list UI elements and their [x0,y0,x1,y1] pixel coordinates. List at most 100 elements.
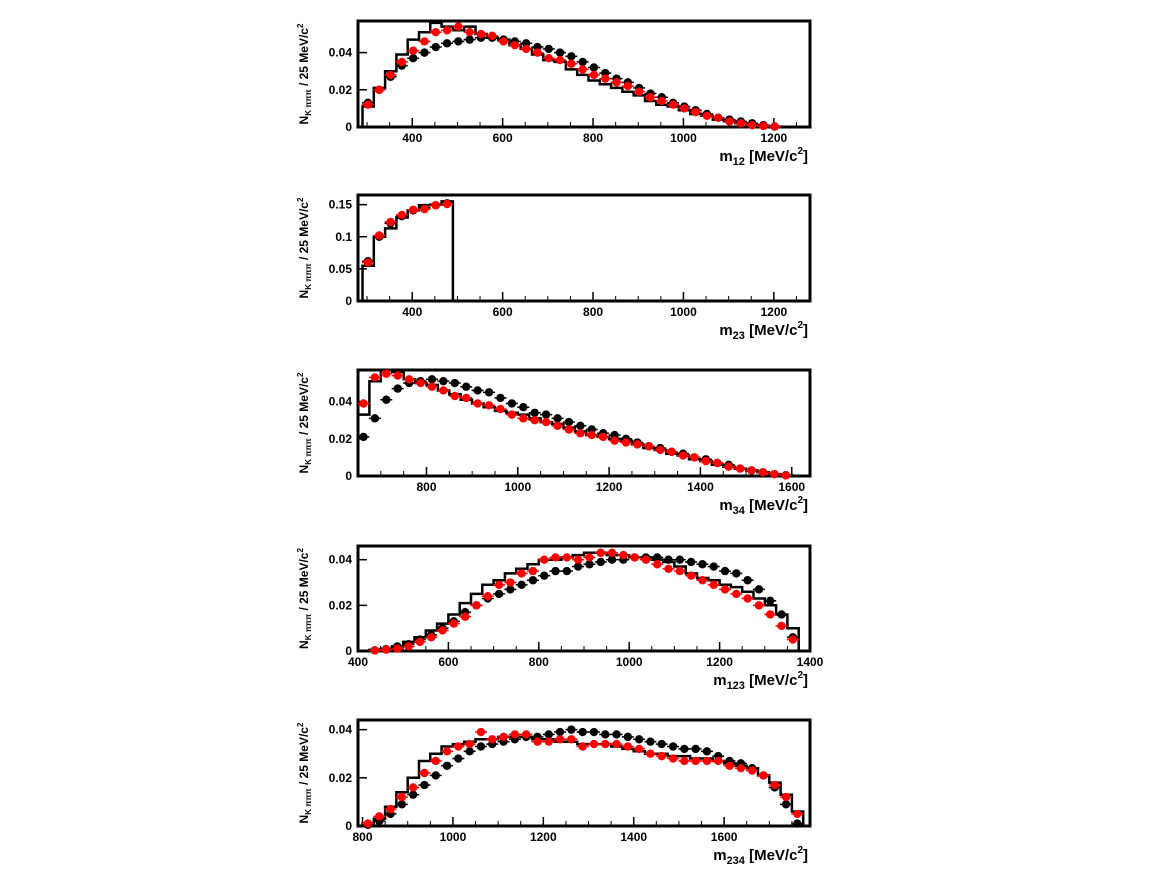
series-red-points [357,369,792,480]
data-point [473,399,482,408]
data-point [540,571,549,580]
data-point [484,401,494,410]
data-point [562,553,572,562]
data-point [585,560,594,569]
data-point [420,204,429,214]
y-tick-label: 0 [345,469,352,483]
y-axis-title-main: N [297,116,311,125]
data-point [664,564,673,574]
x-tick-label: 400 [402,305,422,319]
data-point [541,417,551,427]
data-point [519,402,528,412]
panel-4: 400 600 800 1000 1200 1400 0 0.02 0.04 m123 [MeV/… [296,544,824,692]
data-point [596,557,605,567]
data-point [450,391,459,401]
data-point [404,375,414,384]
data-point [607,548,617,558]
x-axis-title-unit: [MeV/c [745,497,798,514]
data-point [644,442,654,451]
x-axis-title-sub: 12 [733,156,745,168]
data-point [420,780,429,790]
y-axis-title-sub: K πππ [304,614,313,640]
data-point [555,48,565,57]
data-point [634,87,644,96]
data-point [438,626,447,635]
data-point [370,373,380,382]
y-tick-label: 0.02 [329,598,353,612]
data-point [555,55,565,65]
y-tick-label: 0.04 [329,46,353,60]
data-point [680,104,689,113]
data-point [494,589,504,599]
data-point [551,566,560,576]
data-point [386,804,395,814]
data-point [540,555,549,564]
data-point [420,768,429,778]
data-point [363,100,373,109]
data-point [499,732,508,742]
data-point [656,445,665,455]
data-point [754,601,764,610]
data-point [375,231,384,240]
data-point [612,78,621,87]
data-point [506,585,515,594]
data-point [450,378,459,388]
data-point [709,580,718,590]
x-axis-title-unit: [MeV/c [745,847,798,864]
data-point [506,578,515,587]
data-point [781,471,791,480]
data-point [766,610,775,619]
data-point [393,371,402,380]
data-point [724,462,733,471]
y-axis-title-main: N [297,465,311,474]
x-tick-label: 1000 [440,830,467,844]
y-tick-label: 0.04 [329,723,353,737]
data-point [630,553,639,562]
data-point [621,438,631,447]
y-axis-title-sub: K πππ [304,438,313,464]
x-axis-title-main: m [713,672,726,689]
data-point [678,451,688,460]
data-point [359,432,368,442]
data-point [381,645,391,654]
data-point [747,120,757,130]
x-axis-title-unit: [MeV/c [745,672,798,689]
data-point [442,39,452,48]
x-axis-title: m234 [MeV/c2] [713,845,808,867]
data-point [375,812,384,821]
data-point [496,404,505,414]
data-point [793,809,802,819]
data-point [736,763,746,773]
data-point [521,44,531,54]
x-axis-title-sub: 34 [733,505,746,517]
data-point [634,735,644,744]
y-axis-title-suffix: / 25 MeV/c [297,28,311,90]
x-tick-label: 1200 [760,131,787,145]
data-point [691,744,700,754]
data-point [397,57,407,67]
data-point [634,744,644,754]
data-point [408,53,418,63]
x-axis-title-close: ] [803,497,808,514]
data-point [465,739,474,749]
data-point [736,119,746,128]
x-axis-title: m34 [MeV/c2] [719,495,808,517]
x-tick-label: 1400 [620,830,647,844]
y-tick-label: 0 [345,819,352,833]
y-axis-title-suffix: / 25 MeV/c [297,552,311,614]
x-tick-label: 600 [438,655,458,669]
data-point [442,199,452,209]
data-point [657,96,666,106]
data-point [713,458,722,468]
x-axis-title-unit: [MeV/c [745,322,798,339]
data-point [431,201,440,210]
data-point [747,466,756,475]
x-axis-title-sub: 234 [727,855,746,867]
data-point [589,70,599,80]
data-point [709,562,718,571]
data-point [519,414,528,423]
data-point [623,732,633,742]
data-point [442,761,452,770]
data-point [777,621,786,631]
